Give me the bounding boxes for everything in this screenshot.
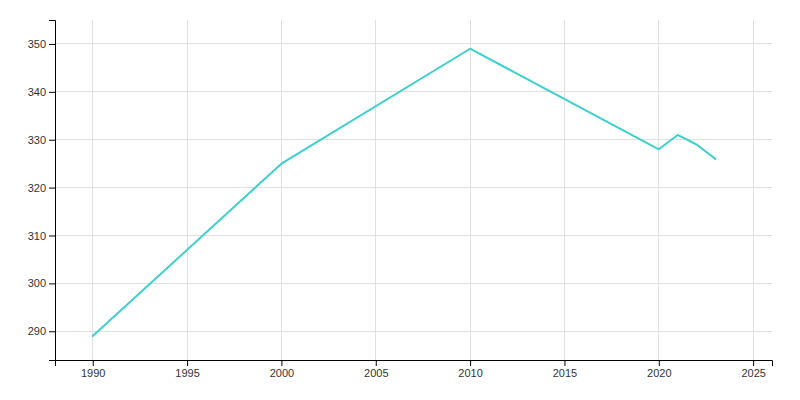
y-tick-label: 330 — [28, 134, 46, 146]
x-tick-label: 1990 — [81, 367, 105, 379]
x-tick: 1995 — [175, 360, 199, 379]
x-tick-mark — [281, 360, 282, 366]
plot-area: 1990 1995 2000 2005 2010 2015 2020 2025 290 300 31… — [28, 20, 773, 379]
y-tick: 330 — [28, 134, 55, 146]
line — [93, 49, 716, 336]
x-tick: 2010 — [458, 360, 482, 379]
grid-line-x — [187, 20, 188, 360]
grid-line-y — [55, 43, 772, 44]
grid-line-y — [55, 91, 772, 92]
y-tick: 310 — [28, 230, 55, 242]
x-tick-label: 2010 — [458, 367, 482, 379]
grid-line-x — [375, 20, 376, 360]
y-tick-mark — [49, 235, 55, 236]
x-tick-mark — [187, 360, 188, 366]
x-tick: 2015 — [553, 360, 577, 379]
grid-line-x — [753, 20, 754, 360]
y-tick: 290 — [28, 325, 55, 337]
grid-line-y — [55, 235, 772, 236]
y-tick-mark — [49, 331, 55, 332]
y-tick: 320 — [28, 182, 55, 194]
grid-line-y — [55, 331, 772, 332]
x-axis: 1990 1995 2000 2005 2010 2015 2020 2025 — [56, 360, 773, 379]
x-tick: 2025 — [741, 360, 765, 379]
x-tick-label: 2005 — [364, 367, 388, 379]
x-tick: 1990 — [81, 360, 105, 379]
grid-line-x — [658, 20, 659, 360]
x-tick: 2000 — [270, 360, 294, 379]
y-tick: 300 — [28, 277, 55, 289]
x-tick-mark — [564, 360, 565, 366]
y-tick-mark — [49, 188, 55, 189]
x-tick-mark — [93, 360, 94, 366]
y-tick-label: 320 — [28, 182, 46, 194]
y-tick-label: 340 — [28, 86, 46, 98]
x-tick: 2005 — [364, 360, 388, 379]
x-tick-label: 2025 — [741, 367, 765, 379]
y-tick-label: 350 — [28, 38, 46, 50]
grid-line-x — [564, 20, 565, 360]
x-axis-line — [56, 361, 773, 367]
y-axis-line — [49, 21, 56, 361]
marks — [93, 49, 716, 336]
y-tick-label: 300 — [28, 277, 46, 289]
y-tick-mark — [49, 140, 55, 141]
x-tick-label: 2020 — [647, 367, 671, 379]
grid-line-y — [55, 139, 772, 140]
grid-line-y — [55, 187, 772, 188]
grid-line-x — [92, 20, 93, 360]
grid-line-y — [55, 283, 772, 284]
x-tick-mark — [659, 360, 660, 366]
y-tick: 350 — [28, 38, 55, 50]
grid-line-x — [281, 20, 282, 360]
grid-line-x — [470, 20, 471, 360]
chart: 1990 1995 2000 2005 2010 2015 2020 2025 290 300 31… — [0, 0, 800, 400]
x-tick: 2020 — [647, 360, 671, 379]
y-tick-label: 310 — [28, 230, 46, 242]
y-tick-mark — [49, 92, 55, 93]
y-tick: 340 — [28, 86, 55, 98]
x-tick-mark — [470, 360, 471, 366]
y-axis: 290 300 310 320 330 340 350 — [28, 21, 56, 361]
grid — [55, 20, 772, 360]
x-tick-label: 2015 — [553, 367, 577, 379]
y-tick-mark — [49, 283, 55, 284]
y-tick-mark — [49, 44, 55, 45]
x-tick-label: 1995 — [175, 367, 199, 379]
x-tick-mark — [753, 360, 754, 366]
x-tick-mark — [376, 360, 377, 366]
x-tick-label: 2000 — [270, 367, 294, 379]
y-tick-label: 290 — [28, 325, 46, 337]
